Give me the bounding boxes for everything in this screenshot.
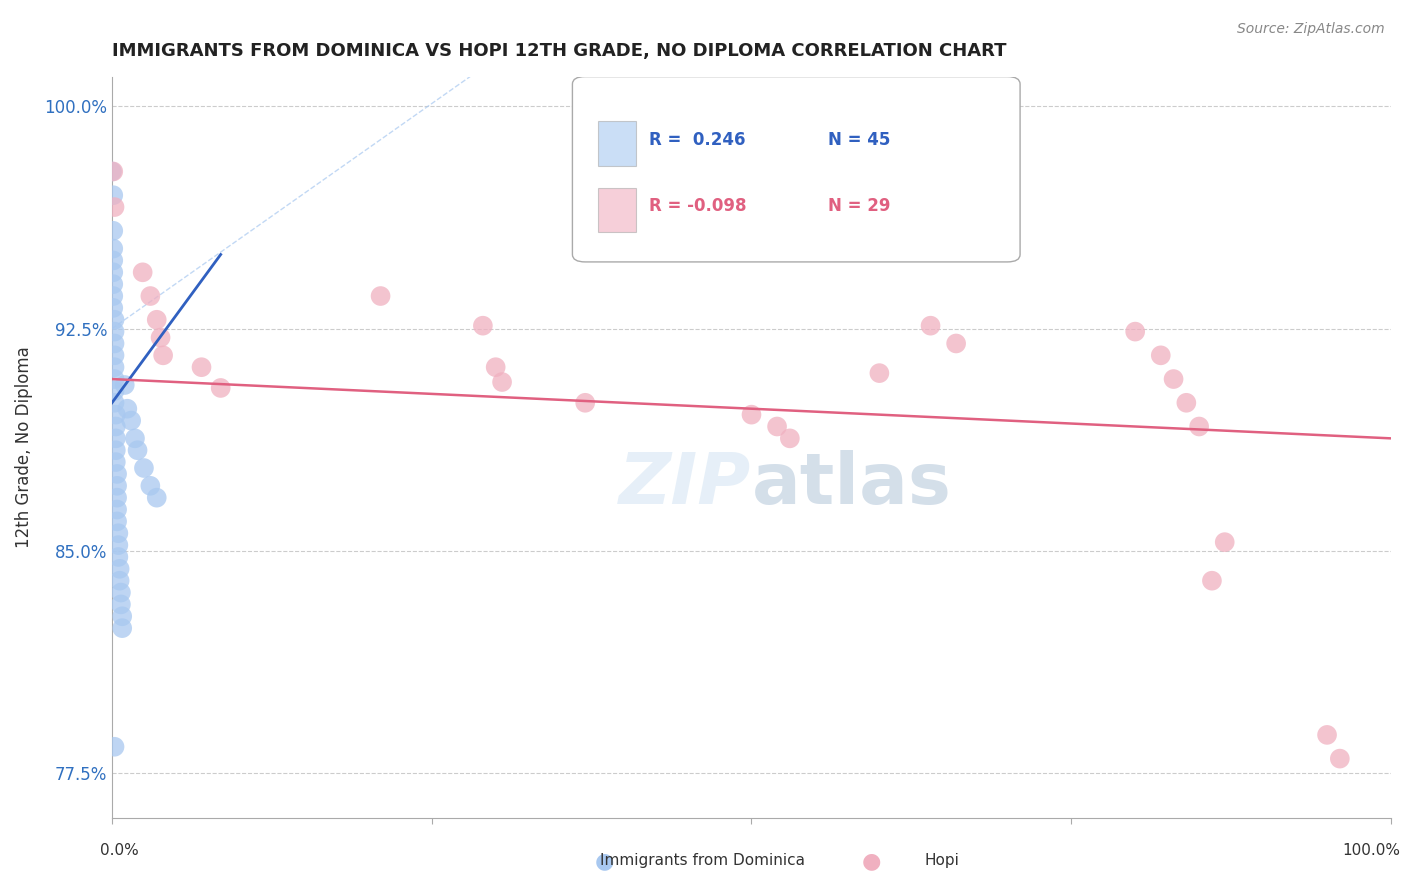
- Point: [139, 289, 162, 303]
- Text: Hopi: Hopi: [925, 854, 959, 868]
- Text: N = 29: N = 29: [828, 197, 891, 215]
- Point: [1123, 325, 1146, 339]
- Point: [127, 443, 149, 458]
- Point: [105, 491, 128, 505]
- Point: [190, 360, 212, 375]
- Point: [103, 224, 125, 238]
- Point: [574, 396, 596, 410]
- Text: Source: ZipAtlas.com: Source: ZipAtlas.com: [1237, 22, 1385, 37]
- Point: [114, 378, 136, 392]
- Point: [105, 467, 128, 481]
- Point: [108, 574, 131, 588]
- Point: [111, 609, 134, 624]
- FancyBboxPatch shape: [598, 188, 637, 232]
- Point: [101, 164, 124, 178]
- Point: [108, 562, 131, 576]
- Point: [103, 336, 125, 351]
- Point: [104, 455, 127, 469]
- FancyBboxPatch shape: [572, 77, 1021, 262]
- Point: [117, 401, 139, 416]
- Point: [110, 598, 132, 612]
- Point: [103, 242, 125, 256]
- Text: R = -0.098: R = -0.098: [650, 197, 747, 215]
- Point: [105, 479, 128, 493]
- Point: [139, 479, 162, 493]
- Text: atlas: atlas: [751, 450, 952, 519]
- Point: [1163, 372, 1185, 386]
- Point: [1150, 348, 1173, 362]
- Point: [104, 443, 127, 458]
- Point: [779, 431, 801, 445]
- Point: [107, 549, 129, 564]
- Point: [209, 381, 232, 395]
- Point: [105, 502, 128, 516]
- Point: [103, 301, 125, 315]
- Point: [103, 325, 125, 339]
- Point: [104, 419, 127, 434]
- Point: [104, 408, 127, 422]
- Point: [110, 585, 132, 599]
- Point: [103, 384, 125, 398]
- Point: [124, 431, 146, 445]
- FancyBboxPatch shape: [598, 121, 637, 166]
- Text: Immigrants from Dominica: Immigrants from Dominica: [600, 854, 806, 868]
- Point: [103, 164, 125, 178]
- Point: [105, 515, 128, 529]
- Point: [1201, 574, 1223, 588]
- Point: [103, 396, 125, 410]
- Point: [149, 330, 172, 344]
- Point: [103, 739, 125, 754]
- Point: [152, 348, 174, 362]
- Point: [103, 188, 125, 202]
- Point: [471, 318, 494, 333]
- Point: [103, 253, 125, 268]
- Point: [103, 312, 125, 326]
- Point: [103, 200, 125, 214]
- Text: 100.0%: 100.0%: [1341, 843, 1400, 857]
- Point: [131, 265, 153, 279]
- Point: [145, 312, 167, 326]
- Point: [740, 408, 762, 422]
- Point: [104, 431, 127, 445]
- Point: [145, 491, 167, 505]
- Y-axis label: 12th Grade, No Diploma: 12th Grade, No Diploma: [15, 346, 32, 548]
- Text: IMMIGRANTS FROM DOMINICA VS HOPI 12TH GRADE, NO DIPLOMA CORRELATION CHART: IMMIGRANTS FROM DOMINICA VS HOPI 12TH GR…: [112, 42, 1007, 60]
- Text: R =  0.246: R = 0.246: [650, 130, 745, 149]
- Text: ●: ●: [595, 851, 614, 871]
- Point: [1188, 419, 1211, 434]
- Point: [103, 372, 125, 386]
- Point: [920, 318, 942, 333]
- Point: [1316, 728, 1339, 742]
- Text: ●: ●: [862, 851, 882, 871]
- Point: [868, 366, 890, 380]
- Point: [1175, 396, 1198, 410]
- Point: [491, 375, 513, 389]
- Point: [766, 419, 789, 434]
- Point: [111, 621, 134, 635]
- Point: [120, 413, 142, 427]
- Point: [103, 348, 125, 362]
- Point: [103, 265, 125, 279]
- Point: [485, 360, 508, 375]
- Point: [107, 538, 129, 552]
- Point: [107, 526, 129, 541]
- Point: [103, 277, 125, 292]
- Point: [103, 289, 125, 303]
- Point: [103, 360, 125, 375]
- Point: [945, 336, 967, 351]
- Point: [1213, 535, 1236, 549]
- Text: ZIP: ZIP: [619, 450, 751, 519]
- Point: [1329, 751, 1351, 765]
- Text: N = 45: N = 45: [828, 130, 890, 149]
- Text: 0.0%: 0.0%: [100, 843, 139, 857]
- Point: [132, 461, 155, 475]
- Point: [370, 289, 392, 303]
